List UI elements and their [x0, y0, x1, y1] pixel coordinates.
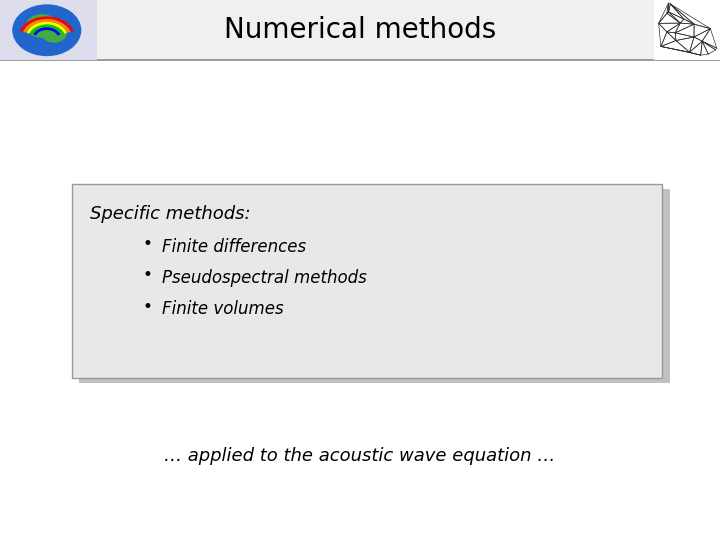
Bar — [654, 0, 720, 60]
Bar — [0, 0, 720, 60]
Text: Pseudospectral methods: Pseudospectral methods — [162, 269, 366, 287]
Text: Finite volumes: Finite volumes — [162, 300, 284, 318]
Circle shape — [41, 23, 67, 43]
Text: •: • — [143, 298, 153, 315]
Circle shape — [26, 14, 58, 38]
Text: Numerical methods: Numerical methods — [224, 16, 496, 44]
Text: Finite differences: Finite differences — [162, 238, 306, 255]
Text: Specific methods:: Specific methods: — [90, 205, 251, 223]
Text: … applied to the acoustic wave equation …: … applied to the acoustic wave equation … — [164, 447, 556, 465]
Bar — [72, 184, 662, 378]
Bar — [0, 0, 97, 60]
Text: •: • — [143, 235, 153, 253]
Bar — [79, 189, 670, 383]
Text: •: • — [143, 266, 153, 284]
Circle shape — [12, 4, 81, 56]
